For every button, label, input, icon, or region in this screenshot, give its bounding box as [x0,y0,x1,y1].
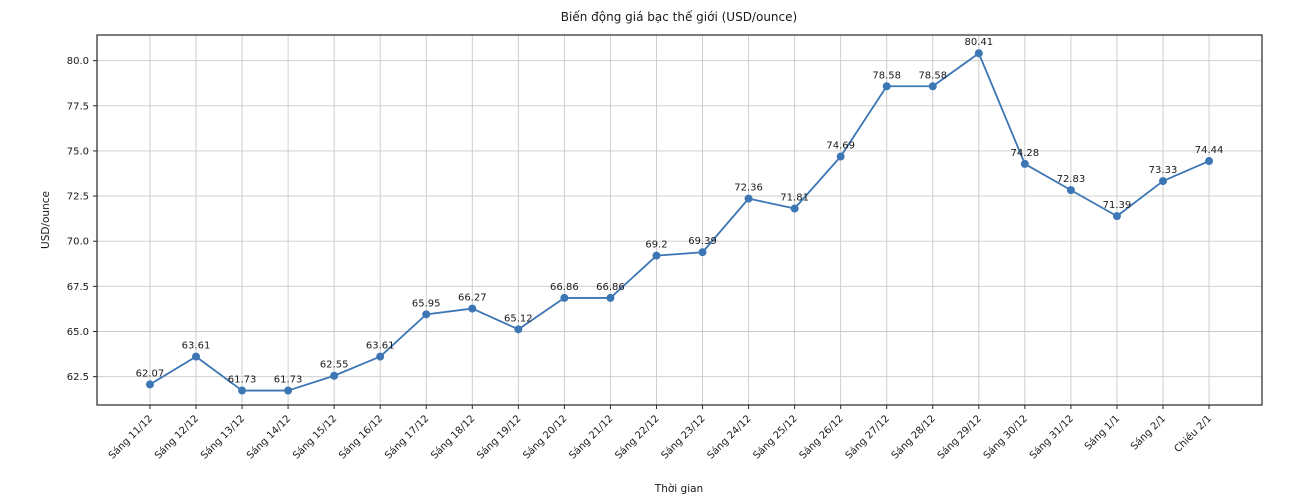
x-tick-label: Sáng 14/12 [244,413,293,462]
data-point-label: 73.33 [1149,165,1178,176]
y-tick-label: 80.0 [67,56,89,67]
x-tick-label: Sáng 29/12 [935,413,984,462]
data-point-label: 65.12 [504,313,533,324]
plot-border [96,34,1263,406]
data-point-label: 71.81 [780,193,809,204]
data-point-marker [330,371,339,380]
data-point-label: 71.39 [1103,200,1132,211]
data-point-label: 63.61 [366,341,395,352]
x-tick-label: Sáng 31/12 [1027,413,1076,462]
data-point-marker [238,386,247,395]
x-tick-label: Sáng 25/12 [751,413,800,462]
data-point-label: 63.61 [182,341,211,352]
data-point-label: 78.58 [918,70,947,81]
data-point-label: 69.2 [645,240,667,251]
data-point-label: 61.73 [228,375,257,386]
data-point-marker [652,251,661,260]
data-point-label: 72.83 [1057,174,1086,185]
data-point-label: 69.39 [688,236,717,247]
x-tick-label: Sáng 12/12 [152,413,201,462]
data-point-label: 74.44 [1195,145,1224,156]
data-point-label: 74.69 [826,141,855,152]
x-tick-label: Sáng 26/12 [797,413,846,462]
y-axis-label: USD/ounce [40,191,52,249]
data-point-label: 66.86 [550,282,579,293]
y-tick-label: 72.5 [67,192,89,203]
x-tick-label: Sáng 20/12 [521,413,570,462]
data-point-marker [698,248,707,257]
data-point-marker [468,304,477,313]
x-tick-label: Sáng 30/12 [981,413,1030,462]
data-point-marker [744,194,753,203]
x-tick-label: Sáng 28/12 [889,413,938,462]
x-tick-label: Sáng 16/12 [336,413,385,462]
data-point-marker [1158,177,1167,186]
data-point-label: 78.58 [872,70,901,81]
x-tick-label: Sáng 18/12 [428,413,477,462]
data-point-marker [192,352,201,361]
plot-area: 62.5 65.0 67.5 70.0 72.5 75.0 77.5 80.0 Sáng 11/… [67,34,1263,462]
x-tick-label: Sáng 23/12 [659,413,708,462]
data-point-marker [560,293,569,302]
data-point-marker [1066,186,1075,195]
data-point-marker [882,82,891,91]
x-tick-label: Sáng 22/12 [613,413,662,462]
data-point-label: 66.27 [458,293,487,304]
data-point-label: 65.95 [412,298,441,309]
x-tick-label: Sáng 11/12 [106,413,155,462]
data-point-marker [790,204,799,213]
data-point-marker [836,152,845,161]
data-point-marker [145,380,154,389]
x-tick-label: Sáng 17/12 [382,413,431,462]
y-tick-label: 62.5 [67,372,89,383]
x-axis-label: Thời gian [654,483,703,495]
data-point-marker [514,325,523,334]
data-point-marker [422,310,431,319]
data-point-marker [1205,157,1214,166]
chart-title: Biến động giá bạc thế giới (USD/ounce) [561,10,797,24]
data-point-label: 66.86 [596,282,625,293]
data-point-marker [974,49,983,58]
x-tick-label: Sáng 2/1 [1128,413,1168,453]
x-tick-label: Sáng 24/12 [705,413,754,462]
x-tick-label: Sáng 15/12 [290,413,339,462]
data-point-marker [284,386,293,395]
y-tick-label: 67.5 [67,282,89,293]
data-point-marker [1020,159,1029,168]
price-series-line [149,52,1210,392]
y-tick-label: 65.0 [67,327,89,338]
x-tick-label: Chiều 2/1 [1172,413,1214,455]
data-point-label: 62.07 [136,368,165,379]
x-tick-label: Sáng 13/12 [198,413,247,462]
x-tick-label: Sáng 21/12 [567,413,616,462]
x-tick-label: Sáng 1/1 [1082,413,1122,453]
x-tick-label: Sáng 27/12 [843,413,892,462]
data-point-marker [376,352,385,361]
data-point-label: 61.73 [274,375,303,386]
y-tick-label: 70.0 [67,237,89,248]
y-tick-label: 75.0 [67,146,89,157]
data-point-label: 62.55 [320,360,349,371]
y-tick-label: 77.5 [67,101,89,112]
data-point-label: 74.28 [1011,148,1040,159]
x-tick-label: Sáng 19/12 [475,413,524,462]
data-point-label: 80.41 [964,37,993,48]
data-point-label: 72.36 [734,183,763,194]
data-point-marker [928,82,937,91]
data-point-marker [1112,212,1121,221]
data-point-marker [606,293,615,302]
